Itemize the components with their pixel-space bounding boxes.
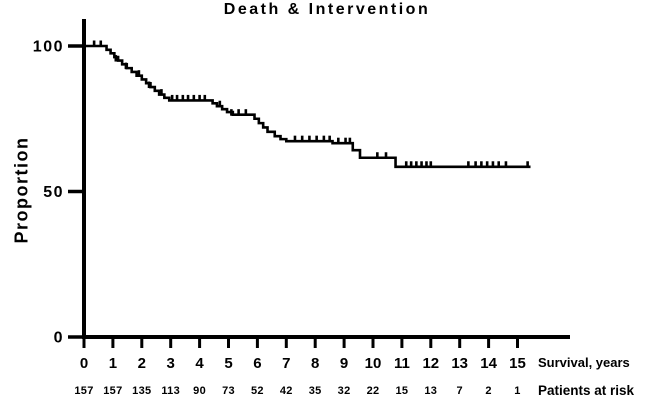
x-tick-label: 10 — [365, 355, 382, 372]
x-tick-label: 8 — [311, 355, 319, 372]
at-risk-count: 35 — [309, 385, 322, 397]
chart-title: Death & Intervention — [223, 1, 431, 18]
at-risk-count: 32 — [338, 385, 351, 397]
x-tick-label: 12 — [422, 355, 439, 372]
x-tick-label: 13 — [451, 355, 468, 372]
at-risk-count: 13 — [424, 385, 437, 397]
at-risk-count: 15 — [395, 385, 408, 397]
at-risk-count: 157 — [74, 385, 93, 397]
y-tick-label: 50 — [43, 184, 64, 201]
at-risk-count: 22 — [367, 385, 380, 397]
at-risk-count: 157 — [103, 385, 122, 397]
at-risk-count: 1 — [514, 385, 520, 397]
x-tick-label: 5 — [224, 355, 232, 372]
x-tick-label: 4 — [195, 355, 204, 372]
x-tick-label: 15 — [509, 355, 526, 372]
x-tick-label: 6 — [253, 355, 261, 372]
at-risk-count: 135 — [132, 385, 151, 397]
survival-curve — [84, 44, 531, 169]
patients-at-risk-label: Patients at risk — [538, 383, 635, 398]
at-risk-count: 7 — [456, 385, 462, 397]
x-axis-label: Survival, years — [538, 355, 630, 370]
at-risk-count: 2 — [485, 385, 491, 397]
x-tick-label: 9 — [340, 355, 348, 372]
at-risk-count: 73 — [222, 385, 235, 397]
x-tick-label: 2 — [138, 355, 146, 372]
at-risk-count: 52 — [251, 385, 264, 397]
at-risk-count: 42 — [280, 385, 293, 397]
x-tick-label: 11 — [394, 355, 410, 372]
x-tick-label: 0 — [80, 355, 88, 372]
y-tick-label: 100 — [33, 39, 64, 56]
x-tick-label: 1 — [109, 355, 117, 372]
at-risk-count: 113 — [161, 385, 180, 397]
y-tick-label: 0 — [54, 330, 64, 347]
at-risk-count: 90 — [193, 385, 206, 397]
x-tick-label: 14 — [480, 355, 497, 372]
x-tick-label: 3 — [167, 355, 175, 372]
x-tick-label: 7 — [282, 355, 290, 372]
